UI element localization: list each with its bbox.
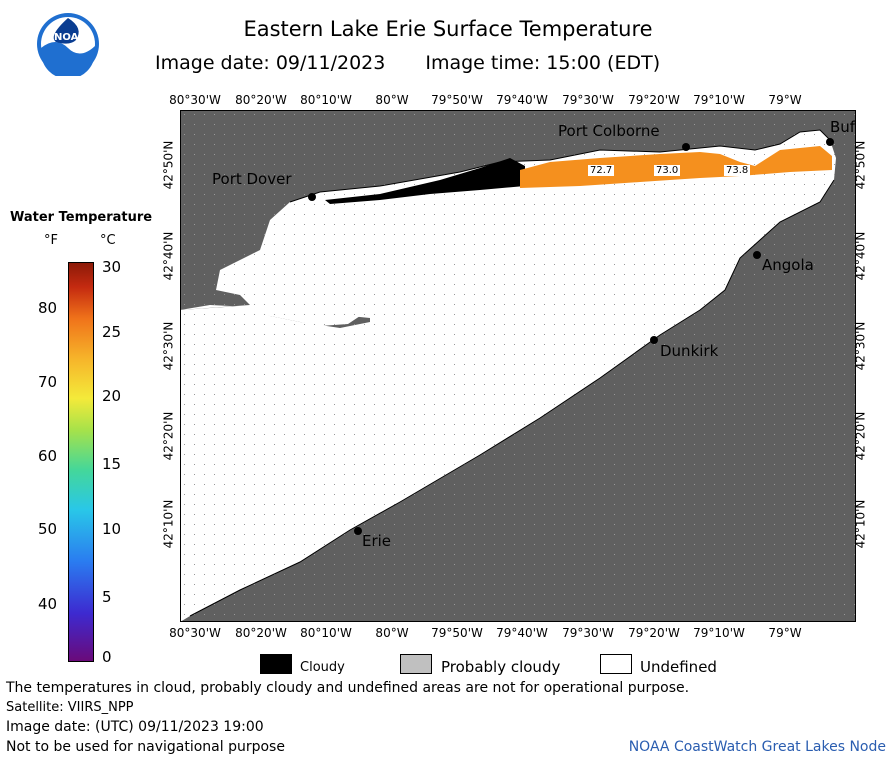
probably-cloudy-label: Probably cloudy xyxy=(441,658,561,676)
temp-label: 73.0 xyxy=(654,165,681,176)
longitude-label-top: 79°30'W xyxy=(562,93,614,107)
city-dot-port-dover xyxy=(308,193,316,201)
celsius-tick: 25 xyxy=(102,323,122,341)
longitude-label-bottom: 79°10'W xyxy=(693,626,745,640)
shoreline-south xyxy=(189,179,835,617)
celsius-tick: 10 xyxy=(102,520,122,538)
unit-celsius: °C xyxy=(100,233,116,248)
map-svg xyxy=(180,110,856,622)
latitude-label-left: 42°10'N xyxy=(161,499,176,549)
latitude-label-right: 42°10'N xyxy=(853,499,868,549)
image-date-time: Image date: 09/11/2023 Image time: 15:00 … xyxy=(155,52,700,74)
city-dunkirk: Dunkirk xyxy=(660,342,719,360)
longitude-label-bottom: 79°20'W xyxy=(628,626,680,640)
longitude-label-top: 80°20'W xyxy=(235,93,287,107)
celsius-tick: 0 xyxy=(102,648,112,666)
city-port-dover: Port Dover xyxy=(212,170,292,188)
city-dot-buffalo xyxy=(826,138,834,146)
longitude-label-top: 80°30'W xyxy=(169,93,221,107)
footer-nav-warning: Not to be used for navigational purpose xyxy=(6,739,285,755)
longitude-label-bottom: 79°50'W xyxy=(431,626,483,640)
longitude-label-bottom: 80°30'W xyxy=(169,626,221,640)
color-scale-bar xyxy=(68,262,94,662)
city-dot-dunkirk xyxy=(650,336,658,344)
city-dot-port-colborne xyxy=(682,143,690,151)
footer-satellite: Satellite: VIIRS_NPP xyxy=(6,700,134,715)
longitude-label-top: 79°20'W xyxy=(628,93,680,107)
footer-credit: NOAA CoastWatch Great Lakes Node xyxy=(628,739,886,755)
noaa-logo: NOAA xyxy=(36,12,100,79)
undefined-label: Undefined xyxy=(640,658,717,676)
latitude-label-right: 42°50'N xyxy=(853,140,868,190)
longitude-label-bottom: 79°30'W xyxy=(562,626,614,640)
longitude-label-top: 79°50'W xyxy=(431,93,483,107)
latitude-label-right: 42°30'N xyxy=(853,321,868,371)
cloud-area xyxy=(325,158,525,204)
page-title: Eastern Lake Erie Surface Temperature xyxy=(243,17,653,41)
fahrenheit-tick: 50 xyxy=(38,520,58,538)
latitude-label-right: 42°40'N xyxy=(853,231,868,281)
longitude-label-top: 80°W xyxy=(375,93,409,107)
image-time: Image time: 15:00 (EDT) xyxy=(425,52,661,74)
longitude-label-bottom: 80°10'W xyxy=(300,626,352,640)
latitude-label-left: 42°40'N xyxy=(161,231,176,281)
fahrenheit-tick: 70 xyxy=(38,373,58,391)
city-buffalo: Buf xyxy=(830,118,856,136)
fahrenheit-tick: 60 xyxy=(38,447,58,465)
unit-fahrenheit: °F xyxy=(44,233,58,248)
fahrenheit-tick: 40 xyxy=(38,595,58,613)
longitude-label-top: 79°W xyxy=(768,93,802,107)
celsius-tick: 30 xyxy=(102,258,122,276)
graticule xyxy=(180,110,856,622)
city-dot-erie xyxy=(354,527,362,535)
probably-cloudy-swatch xyxy=(400,654,432,674)
footer-utc-date: Image date: (UTC) 09/11/2023 19:00 xyxy=(6,719,264,735)
footer-note: The temperatures in cloud, probably clou… xyxy=(6,680,690,696)
latitude-label-left: 42°50'N xyxy=(161,140,176,190)
celsius-tick: 20 xyxy=(102,387,122,405)
city-angola: Angola xyxy=(762,256,814,274)
latitude-label-right: 42°20'N xyxy=(853,411,868,461)
city-port-colborne: Port Colborne xyxy=(558,122,660,140)
image-date: Image date: 09/11/2023 xyxy=(155,52,386,74)
legend-title: Water Temperature xyxy=(10,210,153,225)
longitude-label-top: 80°10'W xyxy=(300,93,352,107)
city-erie: Erie xyxy=(362,532,392,550)
shoreline-north xyxy=(289,129,831,203)
longitude-label-bottom: 79°W xyxy=(768,626,802,640)
celsius-tick: 15 xyxy=(102,455,122,473)
longitude-label-top: 79°40'W xyxy=(496,93,548,107)
fahrenheit-tick: 80 xyxy=(38,299,58,317)
map-frame xyxy=(180,110,856,622)
celsius-tick: 5 xyxy=(102,588,112,606)
longitude-label-bottom: 80°20'W xyxy=(235,626,287,640)
city-dot-angola xyxy=(753,251,761,259)
latitude-label-left: 42°30'N xyxy=(161,321,176,371)
cloudy-label: Cloudy xyxy=(300,660,345,675)
map-area: Port Colborne Port Dover Angola Dunkirk … xyxy=(180,110,856,622)
temp-label: 73.8 xyxy=(724,165,751,176)
undefined-swatch xyxy=(600,654,632,674)
cloudy-swatch xyxy=(260,654,292,674)
longitude-label-bottom: 79°40'W xyxy=(496,626,548,640)
latitude-label-left: 42°20'N xyxy=(161,411,176,461)
logo-text: NOAA xyxy=(54,32,87,43)
longitude-label-top: 79°10'W xyxy=(693,93,745,107)
temp-label: 72.7 xyxy=(588,165,615,176)
longitude-label-bottom: 80°W xyxy=(375,626,409,640)
